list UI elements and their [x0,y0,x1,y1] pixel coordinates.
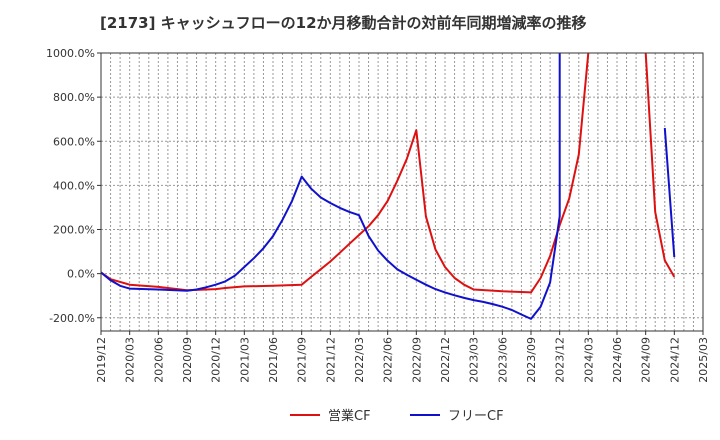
x-tick-label: 2024/12 [668,337,681,383]
series-line-operating-cf [101,53,676,294]
plot-frame [100,52,704,332]
x-tick-label: 2022/03 [353,337,366,383]
series-layer [101,53,676,320]
legend-label-operating-cf: 営業CF [328,408,371,424]
y-tick-label: -200.0% [49,312,95,325]
x-tick-label: 2020/12 [210,337,223,383]
x-tick-label: 2024/06 [611,337,624,383]
y-tick-label: 600.0% [53,135,95,148]
series-line-free-cf [101,53,676,320]
x-tick-label: 2020/06 [152,337,165,383]
x-tick-label: 2019/12 [95,337,108,383]
y-tick-label: 800.0% [53,91,95,104]
x-tick-label: 2022/12 [439,337,452,383]
grid [101,52,703,331]
x-tick-label: 2024/09 [640,337,653,383]
y-tick-label: 200.0% [53,224,95,237]
y-tick-label: 0.0% [67,268,95,281]
x-tick-label: 2020/09 [181,337,194,383]
y-tick-label: 400.0% [53,179,95,192]
x-tick-label: 2025/03 [697,337,710,383]
x-tick-label: 2023/03 [468,337,481,383]
x-tick-label: 2024/03 [582,337,595,383]
y-tick-label: 1000.0% [46,47,95,60]
x-tick-label: 2021/06 [267,337,280,383]
x-tick-label: 2023/06 [496,337,509,383]
x-axis-ticks: 2019/12 2020/03 2020/06 2020/09 2020/12 2021/… [95,331,710,383]
y-axis-ticks: 1000.0% 800.0% 600.0% 400.0% 200.0% 0.0% -200.… [46,47,101,325]
x-tick-label: 2021/09 [296,337,309,383]
x-tick-label: 2023/09 [525,337,538,383]
legend-label-free-cf: フリーCF [448,409,504,424]
x-tick-label: 2021/03 [238,337,251,383]
x-tick-label: 2022/06 [382,337,395,383]
legend: 営業CF フリーCF [290,408,504,424]
chart-title: [2173] キャッシュフローの12か月移動合計の対前年同期増減率の推移 [100,14,587,32]
x-tick-label: 2020/03 [124,337,137,383]
x-tick-label: 2023/12 [554,337,567,383]
x-tick-label: 2022/09 [410,337,423,383]
x-tick-label: 2021/12 [324,337,337,383]
